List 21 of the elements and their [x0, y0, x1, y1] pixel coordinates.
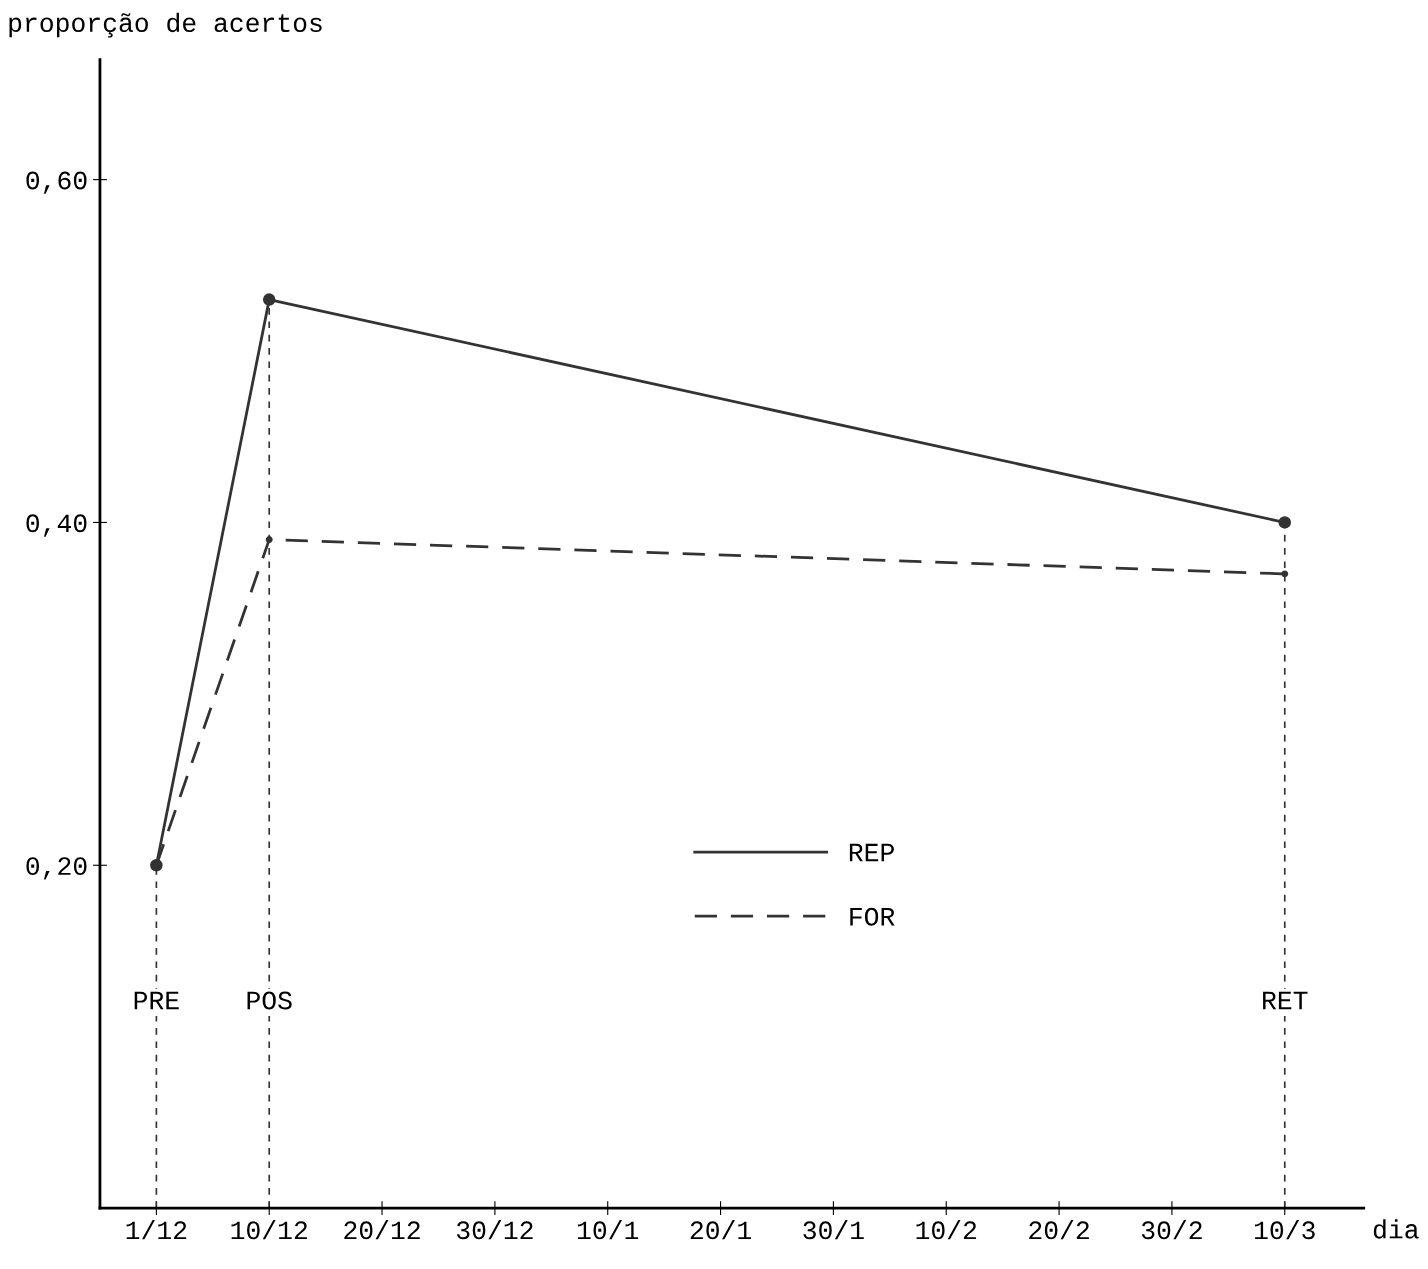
y-tick-label: 0,40: [26, 514, 87, 537]
legend-label: REP: [849, 843, 894, 862]
ref-line-label: POS: [247, 991, 292, 1010]
x-tick-label: 20/2: [1029, 1219, 1089, 1240]
y-tick-label: 0,60: [26, 171, 87, 194]
x-tick-label: 30/2: [1141, 1219, 1202, 1240]
legend-label: FOR: [850, 907, 895, 926]
x-tick-label: 10/2: [916, 1219, 977, 1240]
y-tick-label: 0,20: [26, 857, 87, 880]
x-tick-label: 30/12: [456, 1219, 533, 1240]
x-tick-label: 10/12: [231, 1219, 307, 1240]
x-tick-label: 10/3: [1254, 1219, 1315, 1240]
ref-line-label: RET: [1263, 991, 1308, 1010]
x-tick-label: 20/1: [690, 1219, 751, 1240]
x-axis-title: dia: [1373, 1219, 1419, 1239]
x-tick-label: 20/12: [344, 1219, 420, 1240]
x-tick-label: 1/12: [126, 1219, 187, 1240]
x-tick-label: 30/1: [803, 1219, 864, 1240]
ref-line-label: PRE: [134, 991, 179, 1010]
y-axis-title: proporção de acertos: [9, 12, 322, 38]
x-tick-label: 10/1: [577, 1219, 639, 1240]
